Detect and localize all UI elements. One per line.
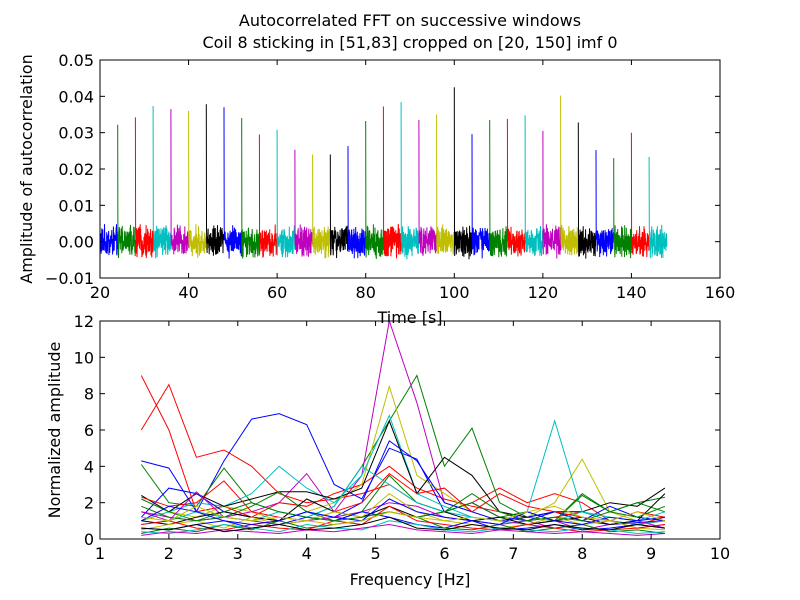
frequency-series-line [141, 384, 665, 522]
time-series-line [347, 146, 367, 259]
time-x-tick-label: 140 [616, 283, 647, 302]
time-series-clip [100, 87, 668, 260]
time-series-line [630, 132, 650, 258]
frequency-y-tick-label: 0 [84, 530, 94, 549]
frequency-x-tick-label: 4 [302, 544, 312, 563]
frequency-series-line [141, 523, 665, 536]
time-series-group [100, 87, 668, 260]
time-x-tick-label: 100 [439, 283, 470, 302]
time-series-line [400, 102, 420, 260]
time-y-label: Amplitude of autocorrelation [17, 54, 36, 283]
frequency-series-line [141, 493, 666, 526]
time-series-line [276, 129, 296, 258]
time-y-tick-label: 0.05 [58, 51, 94, 70]
frequency-series-group [140, 321, 666, 536]
frequency-series-line [141, 414, 665, 526]
frequency-series-line [141, 505, 665, 533]
frequency-series-line [140, 375, 665, 526]
frequency-series-line [141, 505, 666, 526]
figure-title-line2: Coil 8 sticking in [51,83] cropped on [2… [203, 33, 618, 52]
frequency-y-tick-label: 12 [74, 312, 94, 331]
time-series-line [188, 110, 207, 258]
time-series-line [365, 120, 384, 260]
frequency-y-axis: 0 2 4 6 8 10 12 [74, 312, 720, 549]
time-x-tick-label: 80 [356, 283, 376, 302]
time-series-line [613, 158, 632, 259]
time-series-line [294, 149, 314, 257]
time-series-line [648, 156, 668, 259]
time-series-line [134, 117, 154, 259]
time-series-line [489, 119, 508, 258]
time-series-line [312, 154, 331, 259]
frequency-series-line [141, 498, 665, 526]
frequency-x-tick-label: 6 [439, 544, 449, 563]
frequency-x-tick-label: 7 [508, 544, 518, 563]
time-series-line [595, 150, 615, 258]
time-series-line [170, 109, 190, 255]
frequency-series-clip [140, 321, 666, 536]
time-series-line [152, 106, 172, 259]
frequency-x-axis: 1 2 3 4 5 6 7 8 9 10 [95, 321, 730, 563]
frequency-series-line [141, 474, 666, 522]
frequency-y-tick-label: 10 [74, 348, 94, 367]
time-series-line [418, 119, 438, 256]
time-series-line [436, 114, 455, 255]
time-series-line [241, 118, 260, 259]
time-series-line [382, 106, 402, 259]
frequency-x-tick-label: 10 [710, 544, 730, 563]
frequency-y-tick-label: 8 [84, 385, 94, 404]
time-y-tick-label: 0.02 [58, 160, 94, 179]
time-series-line [577, 122, 597, 259]
time-x-axis: 20 40 60 80 100 120 140 160 [90, 60, 735, 302]
frequency-x-tick-label: 3 [233, 544, 243, 563]
frequency-x-tick-label: 1 [95, 544, 105, 563]
figure-title-line1: Autocorrelated FFT on successive windows [239, 11, 581, 30]
time-series-line [524, 115, 544, 256]
time-x-tick-label: 60 [267, 283, 287, 302]
frequency-x-tick-label: 8 [577, 544, 587, 563]
frequency-series-line [141, 516, 665, 533]
time-x-tick-label: 20 [90, 283, 110, 302]
time-x-tick-label: 40 [178, 283, 198, 302]
time-series-line [560, 95, 579, 256]
frequency-series-line [141, 472, 665, 522]
frequency-x-tick-label: 5 [370, 544, 380, 563]
time-series-line [471, 134, 491, 259]
time-y-axis: −0.01 0.00 0.01 0.02 0.03 0.04 0.05 [45, 51, 720, 288]
time-series-line [117, 124, 136, 259]
time-y-tick-label: 0.04 [58, 87, 94, 106]
frequency-x-tick-label: 9 [646, 544, 656, 563]
time-series-line [329, 154, 349, 259]
frequency-y-label: Normalized amplitude [45, 342, 64, 519]
time-y-tick-label: 0.00 [58, 233, 94, 252]
frequency-y-tick-label: 2 [84, 494, 94, 513]
time-series-line [205, 104, 225, 256]
time-x-tick-label: 160 [705, 283, 736, 302]
frequency-x-tick-label: 2 [164, 544, 174, 563]
time-y-tick-label: 0.03 [58, 124, 94, 143]
time-series-line [542, 130, 562, 259]
time-plot: 20 40 60 80 100 120 140 160 −0.01 0.00 0.01 0.02 0.… [17, 51, 735, 327]
frequency-y-tick-label: 6 [84, 421, 94, 440]
frequency-series-line [141, 419, 666, 518]
time-series-line [453, 87, 473, 260]
time-y-tick-label: −0.01 [45, 269, 94, 288]
time-y-tick-label: 0.01 [58, 196, 94, 215]
frequency-x-label: Frequency [Hz] [350, 570, 471, 589]
frequency-y-tick-label: 4 [84, 457, 94, 476]
time-x-label: Time [s] [376, 308, 442, 327]
frequency-series-line [141, 492, 665, 531]
time-x-tick-label: 120 [528, 283, 559, 302]
time-series-line [100, 224, 119, 256]
time-series-line [258, 134, 278, 258]
time-series-line [223, 107, 243, 259]
time-series-line [506, 118, 526, 257]
